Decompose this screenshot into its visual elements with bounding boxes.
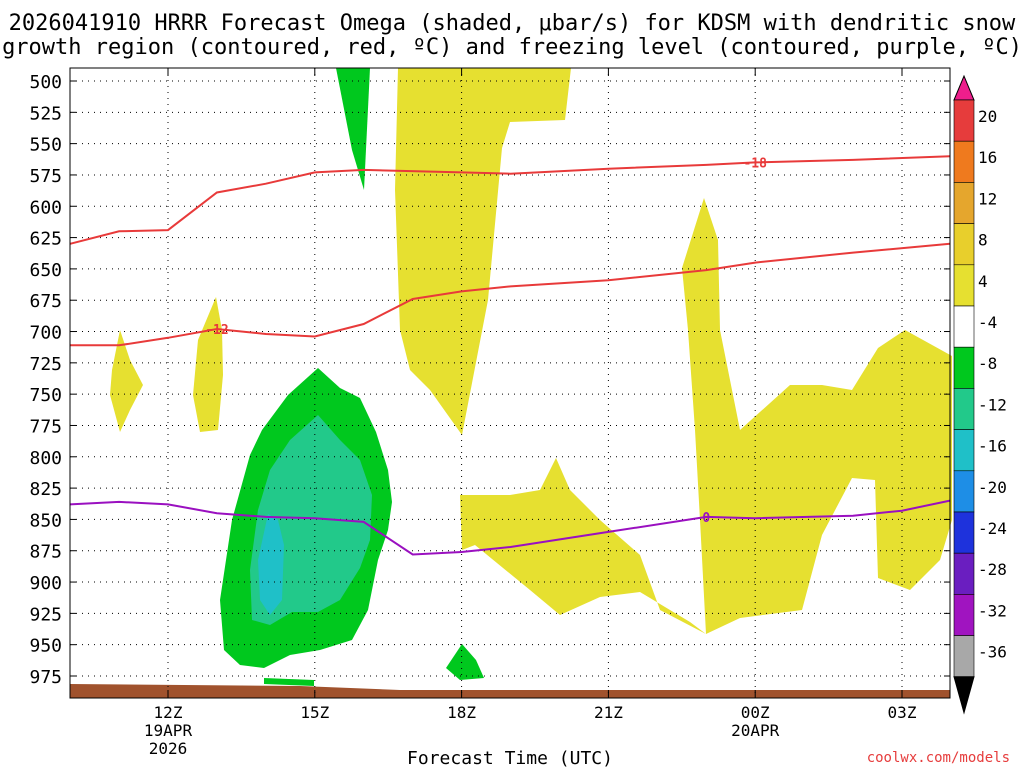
y-tick-label: 675 <box>29 291 62 312</box>
y-tick-label: 725 <box>29 354 62 375</box>
omega-region-left-yellow-1 <box>110 330 143 432</box>
colorbar-top-triangle <box>953 74 975 101</box>
x-tick-date-label: 20APR <box>731 721 780 740</box>
x-tick-label: 03Z <box>888 703 917 722</box>
y-tick-label: 950 <box>29 636 62 657</box>
y-tick-label: 600 <box>29 197 62 218</box>
y-tick-label: 775 <box>29 416 62 437</box>
colorbar-tick-label: 12 <box>978 189 997 208</box>
y-tick-label: 800 <box>29 448 62 469</box>
contour-minus-12-label: -12 <box>205 323 228 338</box>
colorbar-swatch <box>953 346 975 389</box>
chart-title-line2: growth region (contoured, red, ºC) and f… <box>2 35 1022 60</box>
colorbar-swatch <box>953 511 975 554</box>
colorbar-tick-label: 16 <box>978 148 997 167</box>
colorbar-tick-label: -24 <box>978 519 1007 538</box>
x-tick-label: 21Z <box>594 703 623 722</box>
x-tick-label: 00Z <box>741 703 770 722</box>
y-tick-label: 850 <box>29 510 62 531</box>
x-axis-label: Forecast Time (UTC) <box>407 748 613 768</box>
contour-minus-18-label: -18 <box>743 156 767 171</box>
colorbar-swatch <box>953 388 975 430</box>
omega-region-cyan <box>258 514 284 615</box>
omega-region-right-yellow <box>460 198 952 634</box>
colorbar-swatch <box>953 635 975 678</box>
colorbar-tick-label: -32 <box>978 601 1007 620</box>
colorbar-swatch <box>953 470 975 513</box>
colorbar-swatch <box>953 140 975 183</box>
y-tick-label: 975 <box>29 667 62 688</box>
chart-title-line1: 2026041910 HRRR Forecast Omega (shaded, … <box>9 11 1016 36</box>
colorbar-swatch <box>953 552 975 595</box>
x-tick-year-label: 2026 <box>149 739 188 758</box>
colorbar-tick-label: 8 <box>978 231 988 250</box>
colorbar: 20 16 12 8 4 -4 -8 -12 -16 -20 -24 -28 -32 -36 <box>953 74 1007 715</box>
colorbar-tick-label: 4 <box>978 272 988 291</box>
omega-region-ground-green <box>264 678 314 686</box>
y-tick-label: 700 <box>29 323 62 344</box>
colorbar-tick-label: -16 <box>978 437 1007 456</box>
contour-minus-18 <box>69 155 951 245</box>
y-tick-label: 825 <box>29 479 62 500</box>
y-tick-label: 525 <box>29 103 62 124</box>
contour-lines: -18 -12 0 <box>69 155 951 556</box>
colorbar-tick-label: -8 <box>978 354 997 373</box>
freezing-level-contour <box>70 499 951 556</box>
ground-terrain <box>70 684 950 698</box>
contour-minus-12 <box>70 242 951 347</box>
y-tick-label: 900 <box>29 573 62 594</box>
credit-text: coolwx.com/models <box>867 750 1010 766</box>
omega-region-low-green <box>446 644 484 680</box>
colorbar-swatch <box>953 429 975 472</box>
y-tick-label: 625 <box>29 229 62 250</box>
colorbar-tick-label: -36 <box>978 643 1007 662</box>
x-tick-label: 18Z <box>447 703 476 722</box>
omega-region-upper-green <box>336 68 370 190</box>
y-axis: 500 525 550 575 600 625 650 675 700 725 750 775 800 8… <box>29 72 950 688</box>
x-tick-label: 15Z <box>300 703 329 722</box>
y-tick-label: 575 <box>29 166 62 187</box>
freezing-level-contour-label: 0 <box>702 511 710 526</box>
y-tick-label: 550 <box>29 135 62 156</box>
colorbar-tick-label: -20 <box>978 478 1007 497</box>
y-tick-label: 750 <box>29 385 62 406</box>
x-tick-label: 12Z <box>154 703 183 722</box>
y-tick-label: 875 <box>29 542 62 563</box>
colorbar-tick-label: -28 <box>978 560 1007 579</box>
omega-region-upper-yellow <box>395 68 571 435</box>
colorbar-swatch <box>953 594 975 636</box>
y-tick-label: 650 <box>29 260 62 281</box>
x-tick-date-label: 19APR <box>144 721 193 740</box>
colorbar-tick-label: -4 <box>978 313 997 332</box>
colorbar-tick-label: -12 <box>978 395 1007 414</box>
colorbar-swatch <box>953 182 975 224</box>
colorbar-swatch <box>953 305 975 348</box>
colorbar-swatch <box>953 99 975 142</box>
y-tick-label: 925 <box>29 604 62 625</box>
colorbar-bottom-triangle <box>953 676 975 715</box>
colorbar-tick-label: 20 <box>978 107 997 126</box>
y-tick-label: 500 <box>29 72 62 93</box>
colorbar-swatch <box>953 223 975 266</box>
omega-region-left-yellow-2 <box>193 297 223 432</box>
colorbar-swatch <box>953 264 975 307</box>
plot-frame <box>69 67 951 699</box>
